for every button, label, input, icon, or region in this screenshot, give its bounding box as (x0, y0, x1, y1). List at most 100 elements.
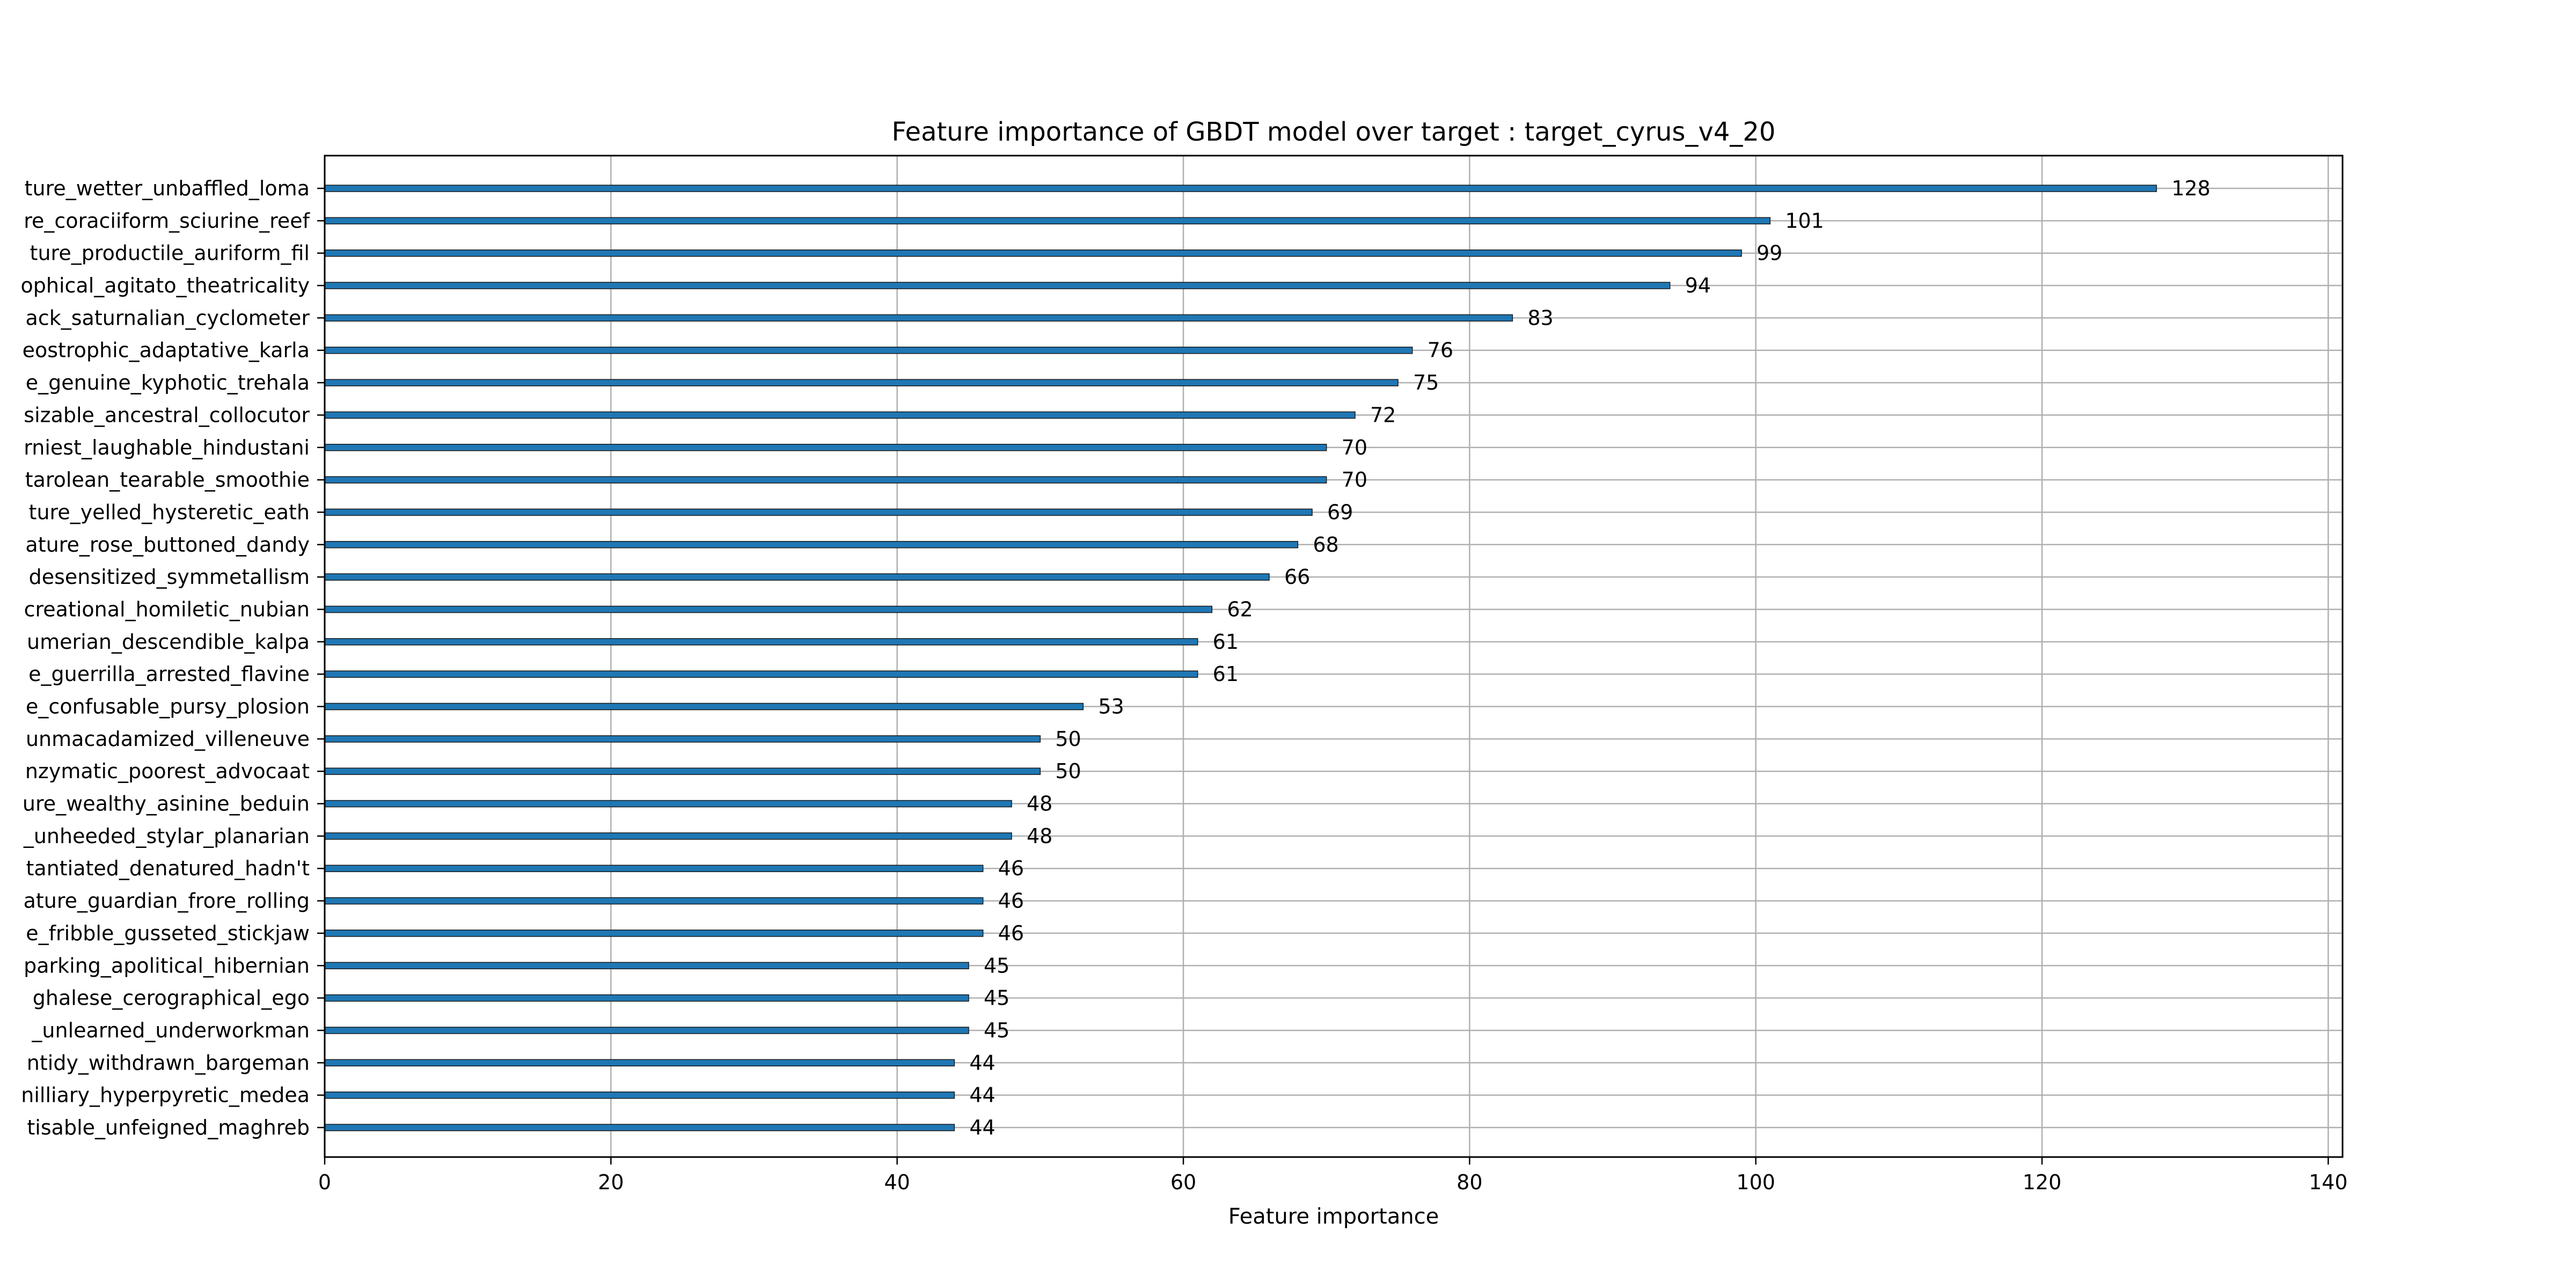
bar-value-label: 45 (984, 986, 1009, 1010)
bar-value-label: 44 (969, 1116, 995, 1139)
bar-value-label: 99 (1757, 241, 1782, 265)
y-tick-label: e_confusable_pursy_plosion (26, 695, 310, 719)
bar-value-label: 94 (1685, 274, 1711, 297)
bar-value-label: 62 (1227, 597, 1253, 621)
y-tick-label: e_genuine_kyphotic_trehala (26, 371, 310, 394)
y-tick-label: rniest_laughable_hindustani (24, 436, 310, 459)
x-axis-ticks: 0 20 40 60 80 100 120 140 (318, 1157, 2348, 1194)
bar-value-label: 46 (998, 857, 1024, 880)
bar (324, 638, 1198, 646)
bar (324, 1027, 969, 1034)
x-tick-label: 60 (1170, 1170, 1196, 1194)
y-tick-label: sizable_ancestral_collocutor (24, 403, 310, 427)
bar-value-label: 48 (1027, 824, 1052, 848)
bar (324, 865, 984, 872)
bar-value-label: 101 (1785, 209, 1824, 232)
bar (324, 282, 1671, 289)
y-tick-label: unmacadamized_villeneuve (26, 727, 310, 751)
bar (324, 314, 1513, 322)
y-tick-label: ature_rose_buttoned_dandy (25, 533, 310, 557)
y-tick-label: umerian_descendible_kalpa (27, 630, 310, 654)
bars (324, 185, 2157, 1131)
bar (324, 1124, 955, 1131)
bar (324, 476, 1327, 484)
bar-value-label: 50 (1055, 759, 1081, 783)
bar (324, 962, 969, 970)
y-tick-label: ghalese_cerographical_ego (33, 986, 310, 1010)
x-tick-label: 80 (1457, 1170, 1482, 1194)
bar (324, 508, 1313, 516)
bar (324, 1059, 955, 1067)
bar (324, 767, 1041, 775)
x-tick-label: 0 (318, 1170, 331, 1194)
bar-value-label: 46 (998, 889, 1024, 913)
bar-value-label: 128 (2171, 177, 2211, 200)
y-tick-label: _unheeded_stylar_planarian (23, 824, 310, 848)
bar-value-label: 48 (1027, 792, 1052, 816)
bar (324, 573, 1270, 581)
bar-value-label: 53 (1098, 695, 1124, 719)
bar (324, 379, 1399, 386)
y-tick-label: desensitized_symmetallism (29, 565, 310, 589)
bar (324, 670, 1198, 678)
bar-value-label: 69 (1327, 500, 1353, 524)
y-tick-label: tantiated_denatured_hadn't (26, 857, 310, 880)
plot-frame (324, 155, 2344, 1158)
bar-value-label: 72 (1370, 403, 1396, 427)
x-tick-label: 120 (2023, 1170, 2062, 1194)
bar-value-label: 61 (1213, 662, 1239, 686)
value-labels: 1281019994837675727070696866626161535050… (969, 177, 2211, 1139)
y-tick-label: nzymatic_poorest_advocaat (25, 759, 310, 783)
bar (324, 541, 1299, 548)
y-tick-label: ure_wealthy_asinine_beduin (23, 792, 310, 816)
bar-value-label: 68 (1313, 533, 1338, 557)
bar (324, 994, 969, 1002)
plot-area (325, 156, 2343, 1157)
x-tick-label: 20 (598, 1170, 624, 1194)
x-tick-label: 100 (1736, 1170, 1775, 1194)
y-tick-label: e_guerrilla_arrested_flavine (28, 662, 310, 686)
bar-value-label: 76 (1428, 339, 1453, 362)
bar (324, 605, 1213, 613)
bar-value-label: 70 (1342, 468, 1367, 492)
y-tick-label: tarolean_tearable_smoothie (25, 468, 310, 492)
bar (324, 1091, 955, 1099)
chart-title: Feature importance of GBDT model over ta… (892, 117, 1776, 147)
bar (324, 832, 1012, 840)
bar (324, 702, 1084, 711)
x-tick-label: 140 (2309, 1170, 2348, 1194)
x-axis-label: Feature importance (1228, 1204, 1439, 1229)
bar (324, 444, 1327, 451)
y-tick-label: ture_yelled_hysteretic_eath (29, 500, 310, 524)
bar-value-label: 66 (1284, 565, 1310, 589)
bar-value-label: 44 (969, 1051, 995, 1074)
y-tick-label: re_coraciiform_sciurine_reef (24, 209, 310, 232)
bar (324, 346, 1413, 354)
y-tick-label: ture_productile_auriform_fil (30, 241, 310, 265)
y-tick-label: parking_apolitical_hibernian (24, 954, 310, 977)
bar-value-label: 45 (984, 954, 1009, 977)
bar-value-label: 45 (984, 1019, 1009, 1042)
bar-value-label: 70 (1342, 436, 1367, 459)
y-tick-label: creational_homiletic_nubian (24, 597, 310, 621)
bar-value-label: 44 (969, 1084, 995, 1107)
bar-value-label: 61 (1213, 630, 1239, 654)
bar (324, 735, 1041, 743)
bar (324, 930, 984, 937)
bar (324, 217, 1771, 225)
y-tick-label: ophical_agitato_theatricality (21, 274, 310, 297)
y-tick-label: ature_guardian_frore_rolling (24, 889, 310, 913)
y-tick-label: ntidy_withdrawn_bargeman (27, 1051, 310, 1074)
bar (324, 800, 1012, 808)
bar-value-label: 46 (998, 921, 1024, 945)
bar (324, 185, 2157, 192)
y-tick-label: ack_saturnalian_cyclometer (26, 306, 310, 330)
x-tick-label: 40 (884, 1170, 910, 1194)
y-axis-ticks: ture_wetter_unbaffled_loma re_coraciiform… (21, 177, 325, 1139)
bar (324, 411, 1356, 419)
y-tick-label: eostrophic_adaptative_karla (23, 339, 310, 362)
y-tick-label: tisable_unfeigned_maghreb (27, 1116, 310, 1139)
bar-value-label: 83 (1527, 306, 1553, 330)
